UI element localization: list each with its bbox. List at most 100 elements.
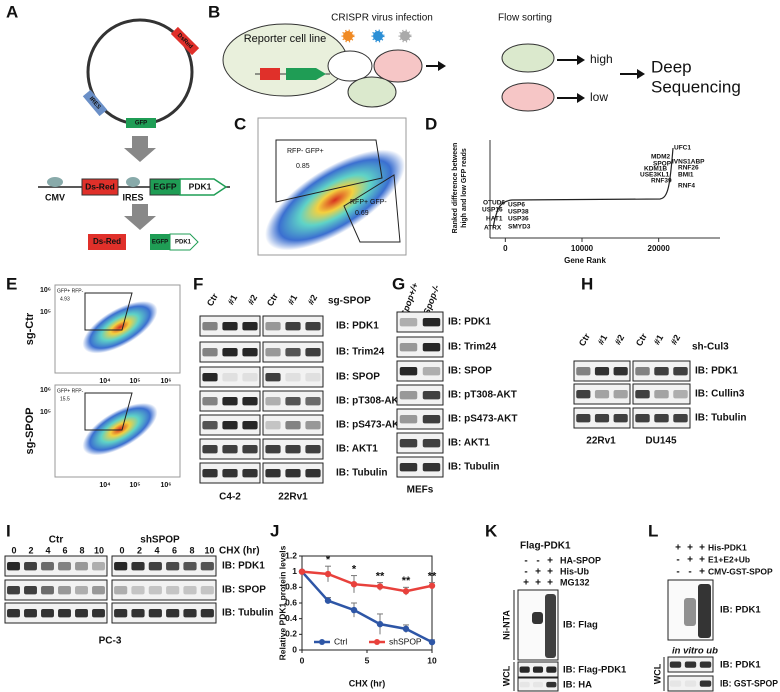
label: #2 (613, 333, 627, 347)
arrow-head (637, 69, 645, 79)
label: UFC1 (674, 145, 691, 152)
label: Deep (651, 57, 692, 76)
band (41, 609, 54, 618)
label: high (590, 52, 613, 66)
label: HAT1 (486, 216, 503, 223)
band (242, 397, 258, 406)
label: sg-SPOP (24, 407, 36, 454)
gate (84, 292, 133, 331)
band (222, 322, 238, 331)
label: 2 (137, 545, 142, 555)
band (265, 373, 281, 382)
label: IB: PDK1 (720, 605, 761, 616)
label: 0.2 (285, 629, 297, 639)
band (202, 469, 218, 478)
label: Ranked difference between (452, 143, 459, 234)
label: Ctrl (334, 636, 347, 646)
band (200, 562, 214, 571)
label: OTUD6 (483, 200, 505, 207)
band (183, 586, 197, 595)
label: 1.2 (285, 550, 297, 560)
point (350, 606, 358, 614)
band (673, 414, 688, 423)
panel-letter: K (485, 521, 498, 540)
label: 1 (292, 566, 297, 576)
smear (698, 584, 711, 638)
panel-letter: F (193, 274, 203, 293)
blot (573, 383, 631, 405)
band (166, 562, 180, 571)
label: CMV-GST-SPOP (708, 566, 773, 576)
label: EGFP (153, 181, 176, 191)
band (635, 367, 650, 376)
label: #2 (669, 333, 683, 347)
label: 10⁵ (129, 378, 140, 385)
flow-density (265, 149, 405, 251)
band (92, 586, 105, 595)
band (305, 348, 321, 357)
band (285, 469, 301, 478)
band (58, 586, 71, 595)
label: ** (402, 575, 411, 587)
band (399, 367, 418, 376)
band (594, 414, 610, 423)
ires (126, 177, 140, 187)
band (24, 586, 37, 595)
blot (4, 602, 108, 624)
label: Flow sorting (498, 13, 552, 24)
label: + (523, 578, 529, 589)
band (200, 609, 214, 618)
label: 10⁶ (40, 287, 51, 294)
band (576, 414, 591, 423)
band (75, 609, 88, 618)
legend-swatch (374, 639, 380, 645)
label: IRES (122, 192, 143, 202)
band (399, 391, 418, 400)
band (635, 390, 650, 399)
band (265, 397, 281, 406)
label: + (675, 543, 681, 554)
legend-swatch (319, 639, 325, 645)
label: 8 (189, 545, 194, 555)
label: + (547, 567, 553, 578)
label: 10⁵ (129, 482, 140, 489)
label: - (536, 556, 539, 567)
label: IB: AKT1 (336, 444, 378, 455)
band (200, 586, 214, 595)
band (699, 661, 712, 668)
label: IB: Tubulin (448, 462, 499, 473)
label: Relative PDK1 protein levels (277, 545, 287, 660)
label: IB: Flag (563, 620, 598, 631)
label: E1+E2+Ub (708, 554, 750, 564)
band (222, 348, 238, 357)
label: IB: GST-SPOP (720, 678, 778, 688)
cell (501, 82, 555, 112)
band (7, 586, 20, 595)
band (285, 322, 301, 331)
label: #2 (246, 293, 260, 307)
label: EGFP (152, 240, 168, 246)
label: + (699, 567, 705, 578)
label: 0 (119, 545, 124, 555)
blot (396, 360, 444, 382)
arrow-head (577, 93, 585, 103)
blot (396, 336, 444, 358)
label: 0.85 (296, 163, 310, 170)
panel-letter: C (234, 114, 246, 133)
label: WCL (652, 663, 662, 684)
label: Ds-Red (93, 237, 121, 246)
band (305, 421, 321, 430)
label: 6 (62, 545, 67, 555)
label: 10⁴ (99, 482, 111, 489)
label: 10 (204, 545, 214, 555)
label: Sequencing (651, 77, 741, 96)
smear (684, 598, 696, 626)
band (242, 469, 258, 478)
label: 10 (94, 545, 104, 555)
label: USE3KL1 (640, 172, 670, 179)
label: 4.93 (60, 296, 70, 302)
label: IB: HA (563, 680, 592, 691)
label: 15.5 (60, 396, 70, 402)
label: IB: Trim24 (448, 342, 497, 353)
rank-curve (492, 147, 674, 229)
